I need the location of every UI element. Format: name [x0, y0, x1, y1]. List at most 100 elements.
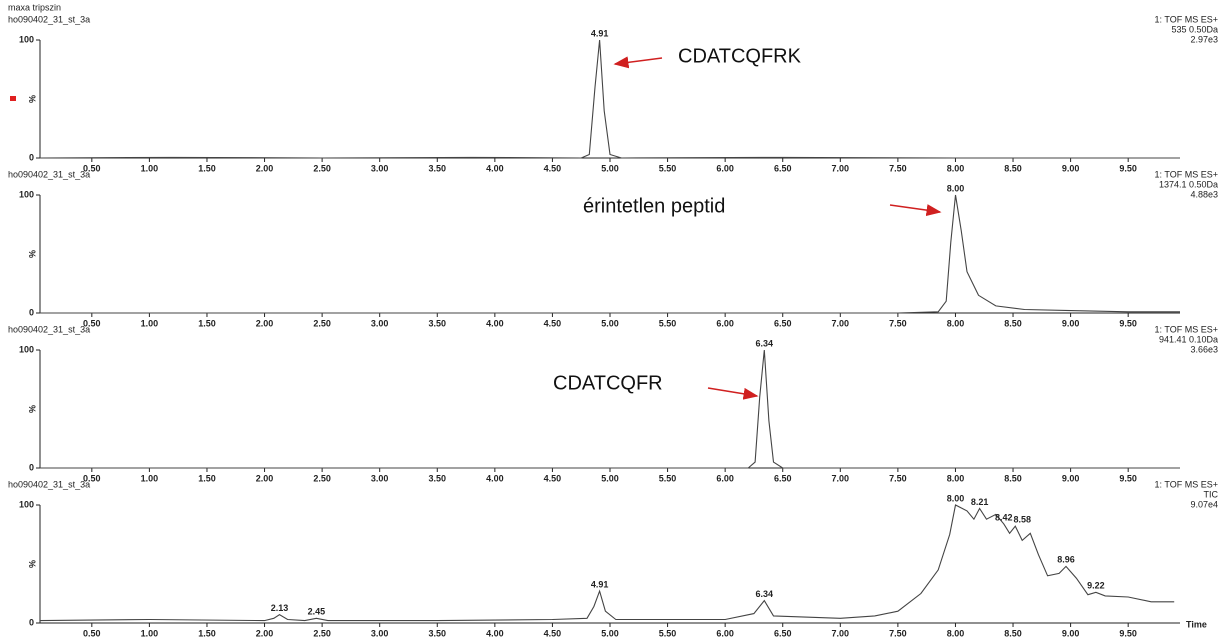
x-tick-label: 1.00: [141, 473, 159, 483]
x-tick-label: 5.50: [659, 473, 677, 483]
x-tick-label: 3.00: [371, 473, 389, 483]
annotation-arrow: [613, 56, 663, 69]
x-tick-label: 3.50: [429, 318, 447, 328]
x-axis-label: Time: [1186, 619, 1207, 629]
x-tick-label: 5.00: [601, 163, 619, 173]
x-tick-label: 5.00: [601, 473, 619, 483]
peak-label: 8.42: [995, 512, 1013, 522]
x-tick-label: 8.00: [947, 473, 965, 483]
trace-line: [40, 194, 1180, 314]
x-tick-label: 7.00: [832, 473, 850, 483]
x-tick-label: 8.00: [947, 318, 965, 328]
x-tick-label: 9.00: [1062, 628, 1080, 638]
y-tick-label: 0: [29, 152, 34, 162]
annotation-arrow: [707, 387, 759, 400]
x-tick-label: 1.50: [198, 163, 216, 173]
x-tick-label: 7.00: [832, 318, 850, 328]
x-tick-label: 1.00: [141, 318, 159, 328]
x-tick-label: 7.50: [889, 473, 907, 483]
y-tick-label: 100: [19, 499, 34, 509]
x-tick-label: 2.00: [256, 628, 274, 638]
peak-label: 9.22: [1087, 581, 1105, 591]
y-axis-label: %: [27, 405, 37, 413]
x-tick-label: 8.00: [947, 163, 965, 173]
y-tick-label: 0: [29, 617, 34, 627]
x-tick-label: 6.00: [716, 628, 734, 638]
x-tick-label: 0.50: [83, 473, 101, 483]
x-tick-label: 2.00: [256, 318, 274, 328]
x-tick-label: 3.00: [371, 318, 389, 328]
peak-label: 8.58: [1013, 515, 1031, 525]
x-tick-label: 3.00: [371, 628, 389, 638]
trace-info: 2.97e3: [1190, 34, 1218, 44]
peak-annotation: érintetlen peptid: [583, 195, 725, 217]
x-tick-label: 6.50: [774, 318, 792, 328]
trace-line: [39, 504, 1175, 622]
x-tick-label: 9.00: [1062, 163, 1080, 173]
peak-label: 2.13: [271, 603, 289, 613]
y-axis-label: %: [27, 250, 37, 258]
trace-info: 1: TOF MS ES+: [1155, 479, 1218, 489]
x-tick-label: 8.00: [947, 628, 965, 638]
x-tick-label: 2.50: [313, 628, 331, 638]
trace-info: 1: TOF MS ES+: [1155, 324, 1218, 334]
x-tick-label: 6.00: [716, 473, 734, 483]
trace-file-name: ho090402_31_st_3a: [8, 169, 90, 179]
x-tick-label: 4.50: [544, 473, 562, 483]
y-tick-label: 100: [19, 34, 34, 44]
x-tick-label: 1.50: [198, 628, 216, 638]
trace-info: 535 0.50Da: [1171, 24, 1218, 34]
x-tick-label: 5.50: [659, 318, 677, 328]
peak-annotation: CDATCQFRK: [678, 45, 802, 67]
x-tick-label: 9.50: [1119, 473, 1137, 483]
peak-label: 6.34: [756, 589, 774, 599]
x-tick-label: 2.50: [313, 318, 331, 328]
x-tick-label: 4.00: [486, 473, 504, 483]
trace-marker: [10, 96, 16, 101]
x-tick-label: 7.50: [889, 163, 907, 173]
x-tick-label: 1.00: [141, 163, 159, 173]
y-tick-label: 100: [19, 189, 34, 199]
x-tick-label: 6.50: [774, 473, 792, 483]
x-tick-label: 8.50: [1004, 473, 1022, 483]
x-tick-label: 9.00: [1062, 318, 1080, 328]
trace-info: 1: TOF MS ES+: [1155, 169, 1218, 179]
x-tick-label: 5.50: [659, 628, 677, 638]
x-tick-label: 8.50: [1004, 163, 1022, 173]
trace-info: TIC: [1204, 489, 1219, 499]
x-tick-label: 9.00: [1062, 473, 1080, 483]
peak-label: 4.91: [591, 580, 609, 590]
y-axis-label: %: [27, 95, 37, 103]
peak-annotation: CDATCQFR: [553, 372, 663, 394]
x-tick-label: 2.50: [313, 163, 331, 173]
x-tick-label: 5.50: [659, 163, 677, 173]
trace-info: 1374.1 0.50Da: [1159, 179, 1218, 189]
trace-line: [39, 39, 1180, 159]
x-tick-label: 4.00: [486, 628, 504, 638]
peak-label: 8.00: [947, 493, 965, 503]
trace-info: 4.88e3: [1190, 189, 1218, 199]
peak-label: 2.45: [308, 607, 326, 617]
x-tick-label: 2.00: [256, 473, 274, 483]
x-tick-label: 7.50: [889, 318, 907, 328]
x-tick-label: 1.00: [141, 628, 159, 638]
x-tick-label: 4.00: [486, 163, 504, 173]
x-tick-label: 2.00: [256, 163, 274, 173]
trace-file-name: ho090402_31_st_3a: [8, 324, 90, 334]
x-tick-label: 4.50: [544, 318, 562, 328]
x-tick-label: 9.50: [1119, 628, 1137, 638]
trace-info: 941.41 0.10Da: [1159, 334, 1218, 344]
x-tick-label: 9.50: [1119, 318, 1137, 328]
trace-info: 3.66e3: [1190, 344, 1218, 354]
trace-info: 9.07e4: [1190, 499, 1218, 509]
trace-file-name: ho090402_31_st_3a: [8, 14, 90, 24]
trace-info: 1: TOF MS ES+: [1155, 14, 1218, 24]
trace-line: [40, 349, 1180, 469]
x-tick-label: 1.50: [198, 473, 216, 483]
x-tick-label: 4.00: [486, 318, 504, 328]
x-tick-label: 3.50: [429, 163, 447, 173]
annotation-arrow: [889, 204, 942, 217]
peak-label: 8.21: [971, 497, 989, 507]
